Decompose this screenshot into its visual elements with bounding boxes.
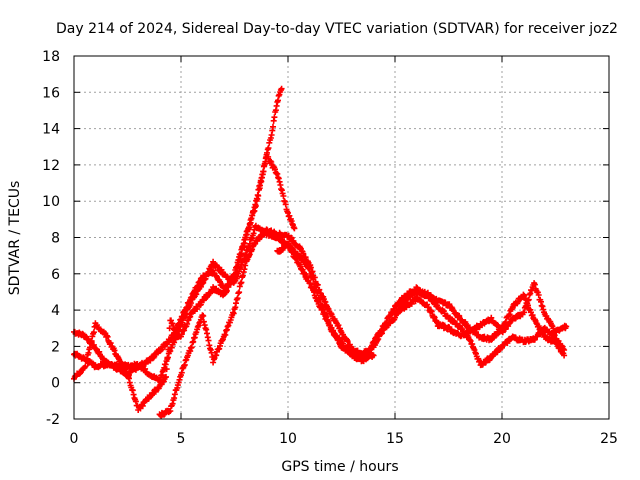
y-tick-label: 0 <box>51 376 60 392</box>
x-tick-label: 5 <box>177 431 186 447</box>
y-tick-label: 14 <box>42 122 60 138</box>
y-tick-label: 10 <box>42 194 60 210</box>
x-tick-label: 0 <box>70 431 79 447</box>
x-axis-label: GPS time / hours <box>281 459 398 475</box>
y-axis-label: SDTVAR / TECUs <box>7 181 23 296</box>
series-markers <box>392 280 570 340</box>
y-tick-label: 12 <box>42 158 60 174</box>
gridlines <box>74 56 609 419</box>
series-trace-3 <box>71 151 298 413</box>
x-tick-label: 20 <box>493 431 511 447</box>
y-tick-label: 4 <box>51 303 60 319</box>
y-tick-label: 2 <box>51 339 60 355</box>
chart-title: Day 214 of 2024, Sidereal Day-to-day VTE… <box>56 21 618 37</box>
y-tick-label: 18 <box>42 49 60 65</box>
x-tick-label: 15 <box>386 431 404 447</box>
x-tick-label: 25 <box>600 431 618 447</box>
data-series <box>71 85 570 419</box>
y-tick-label: 8 <box>51 231 60 247</box>
series-markers <box>71 151 298 413</box>
x-tick-label: 10 <box>279 431 297 447</box>
axis-ticks: 0 5 10 15 20 25 -2 0 2 4 6 8 10 12 14 16 18 <box>42 49 618 447</box>
y-tick-label: 6 <box>51 267 60 283</box>
y-tick-label: -2 <box>46 412 60 428</box>
series-trace-6 <box>392 280 570 340</box>
y-tick-label: 16 <box>42 85 60 101</box>
